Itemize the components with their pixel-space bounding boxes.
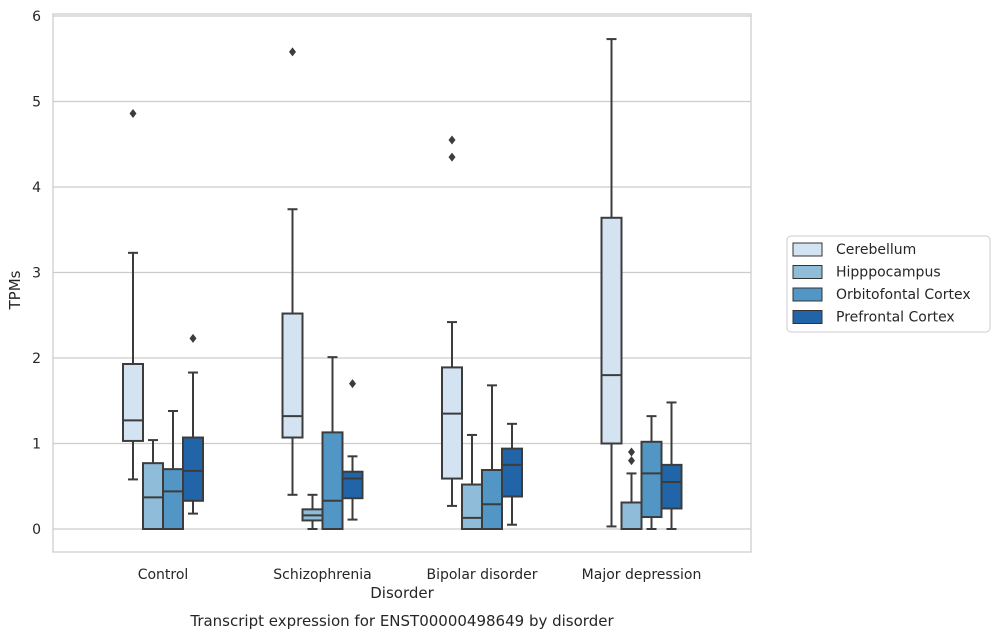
- plot-frame: [52, 13, 752, 553]
- box-group: [441, 135, 463, 507]
- outlier-marker: [628, 456, 635, 466]
- box: [481, 469, 503, 531]
- outlier-marker: [189, 333, 197, 343]
- box: [461, 483, 483, 531]
- legend-label: Prefrontal Cortex: [836, 310, 955, 326]
- box: [341, 470, 364, 500]
- box-group: [162, 410, 184, 530]
- legend-label: Cerebellum: [836, 242, 916, 258]
- outlier-marker: [129, 108, 137, 118]
- box: [321, 431, 344, 531]
- box-group: [142, 439, 164, 531]
- box: [182, 436, 204, 502]
- box-group: [182, 333, 204, 515]
- chart-caption: Transcript expression for ENST0000049864…: [189, 612, 614, 630]
- y-tick-label: 0: [32, 522, 41, 538]
- x-tick-label: Control: [138, 567, 189, 583]
- legend-swatch: [792, 310, 823, 324]
- box: [441, 366, 463, 480]
- x-axis-title: Disorder: [370, 584, 434, 602]
- legend-swatch: [792, 287, 823, 302]
- box-group: [600, 38, 623, 528]
- box-group: [481, 384, 503, 531]
- y-axis-title: TPMs: [6, 270, 24, 310]
- box-group: [640, 415, 663, 530]
- x-tick-label: Bipolar disorder: [426, 567, 537, 583]
- y-tick-label: 6: [32, 9, 41, 25]
- box-group: [321, 356, 344, 531]
- outlier-marker: [448, 135, 456, 145]
- x-tick-label: Major depression: [582, 567, 702, 583]
- legend-label: Orbitofontal Cortex: [836, 287, 971, 303]
- box-group: [301, 493, 324, 530]
- box-group: [501, 422, 523, 526]
- box-group: [660, 401, 683, 530]
- y-tick-label: 2: [32, 351, 41, 367]
- outlier-marker: [448, 152, 456, 162]
- x-tick-labels: Control Schizophrenia Bipolar disorder Majo…: [138, 567, 702, 583]
- x-tick-label: Schizophrenia: [273, 567, 371, 583]
- box: [281, 312, 304, 439]
- legend-label: Hipppocampus: [836, 265, 941, 281]
- outlier-marker: [289, 47, 296, 57]
- box: [660, 463, 683, 510]
- outlier-marker: [628, 447, 635, 457]
- box-group: [341, 379, 364, 521]
- box-group: [620, 447, 643, 530]
- legend-swatch: [792, 265, 823, 279]
- y-tick-labels: 0 1 2 3 4 5 6: [32, 9, 41, 538]
- y-tick-label: 3: [32, 266, 41, 282]
- y-tick-label: 4: [32, 180, 41, 196]
- legend-frame: [786, 235, 991, 333]
- box: [620, 501, 643, 530]
- box: [142, 462, 164, 531]
- box-plots: [122, 38, 683, 531]
- box-group: [281, 47, 304, 496]
- y-tick-label: 5: [32, 95, 41, 111]
- box-group: [461, 433, 483, 531]
- box: [640, 440, 663, 519]
- box-group: [122, 108, 144, 481]
- outlier-marker: [349, 379, 356, 389]
- box: [600, 216, 623, 445]
- box: [162, 468, 184, 530]
- grid: [53, 15, 751, 530]
- legend: Cerebellum Hipppocampus Orbitofontal Corte…: [786, 235, 991, 333]
- box: [122, 362, 144, 442]
- box: [501, 447, 523, 498]
- y-tick-label: 1: [32, 437, 41, 453]
- legend-swatch: [792, 242, 823, 257]
